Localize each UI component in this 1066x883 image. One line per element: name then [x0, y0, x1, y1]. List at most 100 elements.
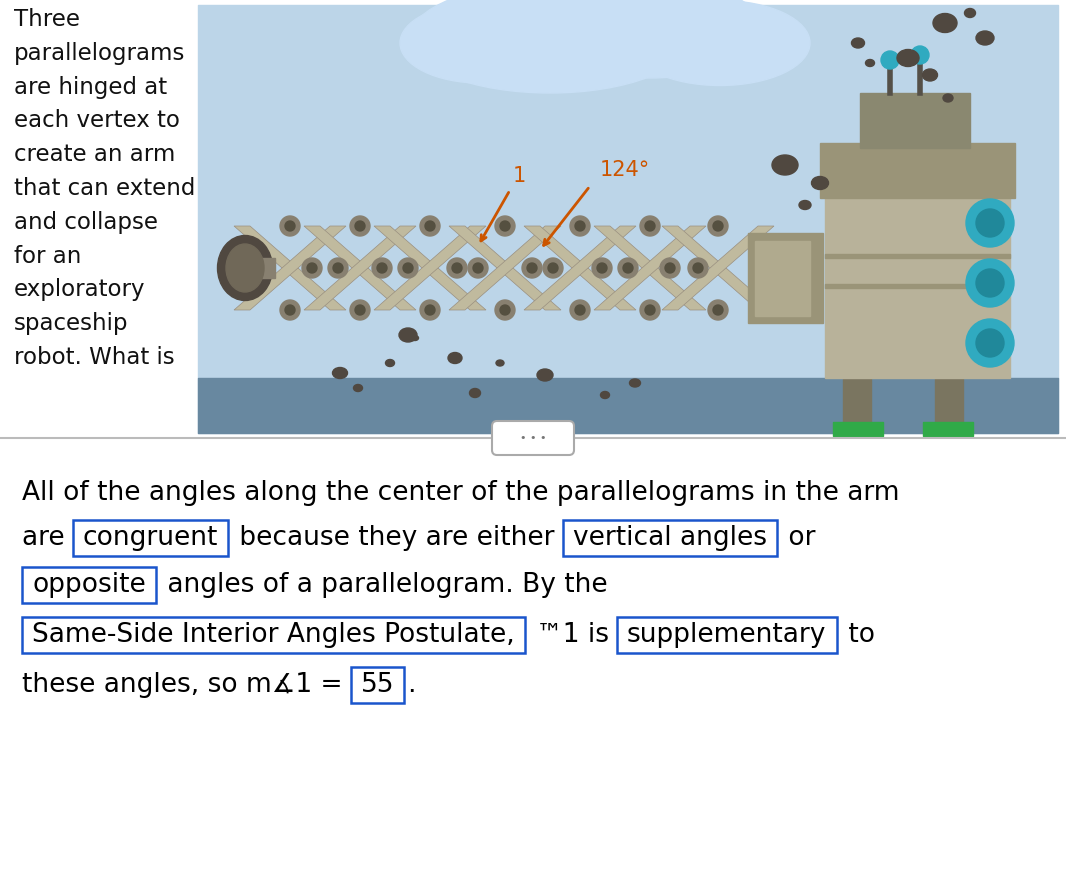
Circle shape [350, 216, 370, 236]
Circle shape [592, 258, 612, 278]
Text: All of the angles along the center of the parallelograms in the arm: All of the angles along the center of th… [22, 480, 900, 506]
Circle shape [966, 319, 1014, 367]
FancyBboxPatch shape [22, 617, 524, 653]
Ellipse shape [333, 367, 348, 379]
Circle shape [280, 216, 300, 236]
Circle shape [660, 258, 680, 278]
Bar [935, 371, 963, 426]
Circle shape [548, 263, 558, 273]
Circle shape [398, 258, 418, 278]
Circle shape [575, 221, 585, 231]
Ellipse shape [217, 236, 273, 300]
Circle shape [966, 199, 1014, 247]
Circle shape [665, 263, 675, 273]
Ellipse shape [933, 13, 957, 33]
Circle shape [452, 263, 462, 273]
Text: 1: 1 [513, 166, 527, 186]
Circle shape [708, 300, 728, 320]
Ellipse shape [922, 69, 937, 81]
Ellipse shape [772, 155, 798, 175]
Ellipse shape [399, 328, 417, 342]
Text: ™1 is: ™1 is [528, 622, 617, 648]
Text: angles of a parallelogram. By the: angles of a parallelogram. By the [159, 572, 608, 598]
Ellipse shape [354, 384, 362, 391]
Ellipse shape [800, 200, 811, 209]
Circle shape [976, 209, 1004, 237]
Bar [825, 193, 1010, 378]
Circle shape [447, 258, 467, 278]
FancyBboxPatch shape [351, 667, 404, 703]
Circle shape [640, 216, 660, 236]
Circle shape [333, 263, 343, 273]
FancyBboxPatch shape [492, 421, 574, 455]
Ellipse shape [630, 1, 810, 86]
Circle shape [570, 216, 589, 236]
Circle shape [688, 258, 708, 278]
Ellipse shape [537, 369, 553, 381]
Circle shape [575, 305, 585, 315]
Circle shape [285, 221, 295, 231]
Bar [923, 422, 973, 436]
Circle shape [500, 221, 510, 231]
Polygon shape [304, 226, 416, 310]
Ellipse shape [411, 336, 419, 341]
Bar [843, 371, 871, 426]
Ellipse shape [496, 360, 504, 366]
Ellipse shape [500, 0, 700, 68]
Polygon shape [235, 226, 346, 310]
Ellipse shape [226, 244, 264, 292]
Polygon shape [235, 226, 346, 310]
Circle shape [570, 300, 589, 320]
Circle shape [713, 221, 723, 231]
FancyBboxPatch shape [563, 520, 777, 556]
Text: 124°: 124° [600, 160, 650, 180]
Circle shape [420, 216, 440, 236]
Text: .: . [407, 672, 416, 698]
Ellipse shape [386, 359, 394, 366]
Polygon shape [524, 226, 636, 310]
Circle shape [500, 305, 510, 315]
Ellipse shape [866, 59, 874, 66]
Circle shape [237, 263, 247, 273]
Circle shape [713, 305, 723, 315]
Bar [820, 143, 1015, 198]
Text: to: to [840, 622, 874, 648]
Text: opposite: opposite [32, 572, 146, 598]
Circle shape [302, 258, 322, 278]
Text: or: or [780, 525, 815, 551]
Ellipse shape [600, 391, 610, 398]
Ellipse shape [400, 3, 560, 83]
Polygon shape [304, 226, 416, 310]
Text: these angles, so m∡1 =: these angles, so m∡1 = [22, 672, 351, 698]
Bar [825, 254, 1010, 258]
Circle shape [645, 305, 655, 315]
Text: supplementary: supplementary [627, 622, 826, 648]
Circle shape [543, 258, 563, 278]
Ellipse shape [540, 0, 760, 78]
Circle shape [473, 263, 483, 273]
Circle shape [420, 300, 440, 320]
Ellipse shape [469, 389, 481, 397]
FancyBboxPatch shape [22, 567, 156, 603]
Circle shape [328, 258, 348, 278]
Bar [755, 241, 810, 316]
Polygon shape [374, 226, 486, 310]
Circle shape [881, 51, 899, 69]
Polygon shape [449, 226, 561, 310]
Circle shape [623, 263, 633, 273]
Circle shape [372, 258, 392, 278]
Circle shape [280, 300, 300, 320]
Ellipse shape [943, 94, 953, 102]
Bar [235, 258, 275, 278]
Ellipse shape [811, 177, 828, 190]
Text: vertical angles: vertical angles [574, 525, 768, 551]
Circle shape [355, 305, 365, 315]
Circle shape [522, 258, 542, 278]
Bar [825, 284, 1010, 288]
Polygon shape [594, 226, 706, 310]
Circle shape [597, 263, 607, 273]
Polygon shape [374, 226, 486, 310]
Text: congruent: congruent [83, 525, 219, 551]
Text: because they are either: because they are either [231, 525, 563, 551]
Circle shape [285, 305, 295, 315]
